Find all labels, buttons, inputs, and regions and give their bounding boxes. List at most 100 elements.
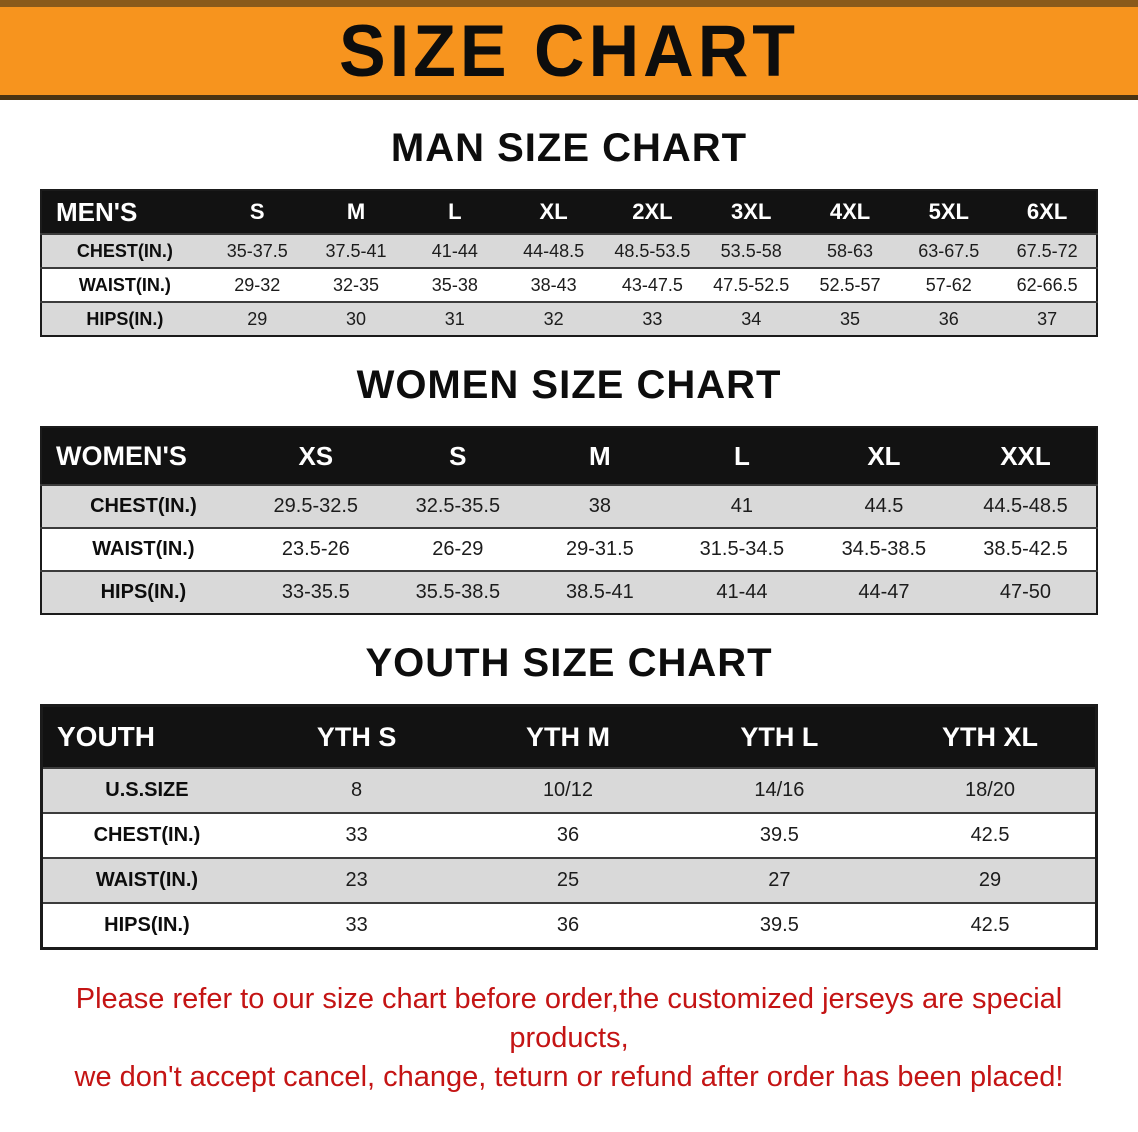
size-value-cell: 47-50 bbox=[999, 581, 1052, 603]
row-label: U.S.SIZE bbox=[105, 779, 189, 801]
size-value-cell: 35-38 bbox=[431, 274, 478, 295]
size-value-cell: 34 bbox=[741, 308, 762, 329]
size-value-cell: 23 bbox=[345, 869, 368, 891]
size-value-cell: 31 bbox=[444, 308, 465, 329]
size-value-cell: 34.5-38.5 bbox=[841, 538, 927, 560]
size-value-cell: 30 bbox=[346, 308, 367, 329]
men-size-section: MAN SIZE CHART MEN'S S M L XL 2XL 3XL 4XL 5XL 6XL… bbox=[0, 126, 1138, 337]
row-label: HIPS(IN.) bbox=[100, 581, 187, 603]
size-column-header: M bbox=[306, 190, 406, 234]
table-row: WAIST(IN.) 23 25 27 29 bbox=[41, 858, 1097, 903]
banner: SIZE CHART bbox=[0, 0, 1138, 100]
size-value-cell: 31.5-34.5 bbox=[699, 538, 785, 560]
size-value-cell: 38.5-42.5 bbox=[983, 538, 1068, 560]
header-row: MEN'S S M L XL 2XL 3XL 4XL 5XL 6XL bbox=[41, 190, 1097, 234]
row-label: HIPS(IN.) bbox=[86, 308, 164, 329]
size-column-header: S bbox=[386, 427, 529, 485]
size-value-cell: 44.5 bbox=[864, 495, 904, 517]
size-value-cell: 35-37.5 bbox=[226, 240, 288, 261]
size-column-header: L bbox=[405, 190, 505, 234]
size-value-cell: 35.5-38.5 bbox=[415, 581, 501, 603]
size-value-cell: 33-35.5 bbox=[281, 581, 350, 603]
size-value-cell: 67.5-72 bbox=[1016, 240, 1078, 261]
size-column-header: 3XL bbox=[701, 190, 801, 234]
table-corner-label: YOUTH bbox=[41, 705, 251, 768]
size-value-cell: 29 bbox=[978, 869, 1002, 891]
size-value-cell: 27 bbox=[768, 869, 791, 891]
men-size-table: MEN'S S M L XL 2XL 3XL 4XL 5XL 6XL CHEST(IN.) 35-37… bbox=[40, 189, 1098, 337]
size-value-cell: 38.5-41 bbox=[565, 581, 634, 603]
size-column-header: XS bbox=[244, 427, 387, 485]
size-column-header: YTH M bbox=[462, 705, 674, 768]
size-value-cell: 26-29 bbox=[432, 538, 484, 560]
header-row: WOMEN'S XS S M L XL XXL bbox=[41, 427, 1097, 485]
size-value-cell: 47.5-52.5 bbox=[713, 274, 790, 295]
table-row: CHEST(IN.) 33 36 39.5 42.5 bbox=[41, 813, 1097, 858]
disclaimer-note: Please refer to our size chart before or… bbox=[18, 980, 1120, 1097]
women-section-title: WOMEN SIZE CHART bbox=[356, 363, 782, 407]
size-column-header: YTH XL bbox=[885, 705, 1097, 768]
disclaimer-line-2: we don't accept cancel, change, teturn o… bbox=[74, 1060, 1064, 1093]
size-value-cell: 14/16 bbox=[754, 779, 805, 801]
size-value-cell: 53.5-58 bbox=[720, 240, 782, 261]
size-column-header: XL bbox=[504, 190, 604, 234]
page-title: SIZE CHART bbox=[339, 10, 799, 92]
table-row: CHEST(IN.) 35-37.5 37.5-41 41-44 44-48.5 48.5… bbox=[41, 234, 1097, 268]
size-value-cell: 63-67.5 bbox=[918, 240, 980, 261]
size-column-header: 5XL bbox=[899, 190, 999, 234]
disclaimer-line-1: Please refer to our size chart before or… bbox=[75, 982, 1063, 1054]
size-value-cell: 42.5 bbox=[970, 913, 1010, 936]
size-column-header: L bbox=[670, 427, 813, 485]
size-value-cell: 36 bbox=[938, 308, 959, 329]
size-column-header: YTH S bbox=[250, 705, 463, 768]
table-corner-label: WOMEN'S bbox=[41, 427, 245, 485]
size-column-header: S bbox=[207, 190, 307, 234]
size-value-cell: 62-66.5 bbox=[1016, 274, 1078, 295]
table-row: HIPS(IN.) 29 30 31 32 33 34 35 36 37 bbox=[41, 302, 1097, 336]
size-value-cell: 39.5 bbox=[759, 913, 799, 936]
size-value-cell: 41-44 bbox=[716, 581, 768, 603]
size-column-header: YTH L bbox=[673, 705, 886, 768]
size-value-cell: 8 bbox=[351, 779, 363, 801]
youth-size-table: YOUTH YTH S YTH M YTH L YTH XL U.S.SIZE 8 10/12… bbox=[40, 704, 1098, 950]
size-value-cell: 37 bbox=[1037, 308, 1058, 329]
row-label: CHEST(IN.) bbox=[90, 495, 197, 517]
size-value-cell: 32-35 bbox=[333, 274, 380, 295]
row-label: CHEST(IN.) bbox=[93, 824, 201, 846]
size-value-cell: 48.5-53.5 bbox=[614, 240, 691, 261]
women-size-table: WOMEN'S XS S M L XL XXL CHEST(IN.) 29.5-32.5 32.5… bbox=[40, 426, 1098, 615]
size-value-cell: 33 bbox=[642, 308, 663, 329]
size-value-cell: 52.5-57 bbox=[819, 274, 881, 295]
size-value-cell: 58-63 bbox=[826, 240, 874, 261]
youth-size-section: YOUTH SIZE CHART YOUTH YTH S YTH M YTH L YTH… bbox=[0, 641, 1138, 950]
size-value-cell: 38 bbox=[588, 495, 611, 517]
size-value-cell: 57-62 bbox=[925, 274, 972, 295]
size-column-header: 2XL bbox=[603, 190, 702, 234]
size-value-cell: 25 bbox=[556, 869, 580, 891]
size-value-cell: 36 bbox=[556, 913, 580, 936]
size-column-header: XXL bbox=[954, 427, 1097, 485]
size-value-cell: 29.5-32.5 bbox=[273, 495, 359, 517]
row-label: HIPS(IN.) bbox=[104, 913, 190, 936]
size-value-cell: 38-43 bbox=[530, 274, 577, 295]
row-label: WAIST(IN.) bbox=[78, 274, 171, 295]
size-column-header: 6XL bbox=[998, 190, 1097, 234]
row-label: CHEST(IN.) bbox=[76, 240, 173, 261]
size-value-cell: 44-47 bbox=[858, 581, 910, 603]
table-row: WAIST(IN.) 23.5-26 26-29 29-31.5 31.5-34.5 34… bbox=[41, 528, 1097, 571]
table-row: CHEST(IN.) 29.5-32.5 32.5-35.5 38 41 44.5 44.5… bbox=[41, 485, 1097, 528]
size-value-cell: 29 bbox=[247, 308, 268, 329]
size-value-cell: 29-31.5 bbox=[565, 538, 634, 560]
size-value-cell: 33 bbox=[345, 824, 368, 846]
size-value-cell: 39.5 bbox=[759, 824, 799, 846]
table-row: U.S.SIZE 8 10/12 14/16 18/20 bbox=[41, 768, 1097, 813]
youth-section-title: YOUTH SIZE CHART bbox=[365, 641, 773, 685]
size-value-cell: 32.5-35.5 bbox=[415, 495, 501, 517]
table-row: HIPS(IN.) 33-35.5 35.5-38.5 38.5-41 41-44 44-… bbox=[41, 571, 1097, 614]
size-value-cell: 44-48.5 bbox=[523, 240, 585, 261]
size-value-cell: 23.5-26 bbox=[281, 538, 350, 560]
header-row: YOUTH YTH S YTH M YTH L YTH XL bbox=[41, 705, 1097, 768]
row-label: WAIST(IN.) bbox=[95, 869, 199, 891]
size-value-cell: 37.5-41 bbox=[325, 240, 387, 261]
